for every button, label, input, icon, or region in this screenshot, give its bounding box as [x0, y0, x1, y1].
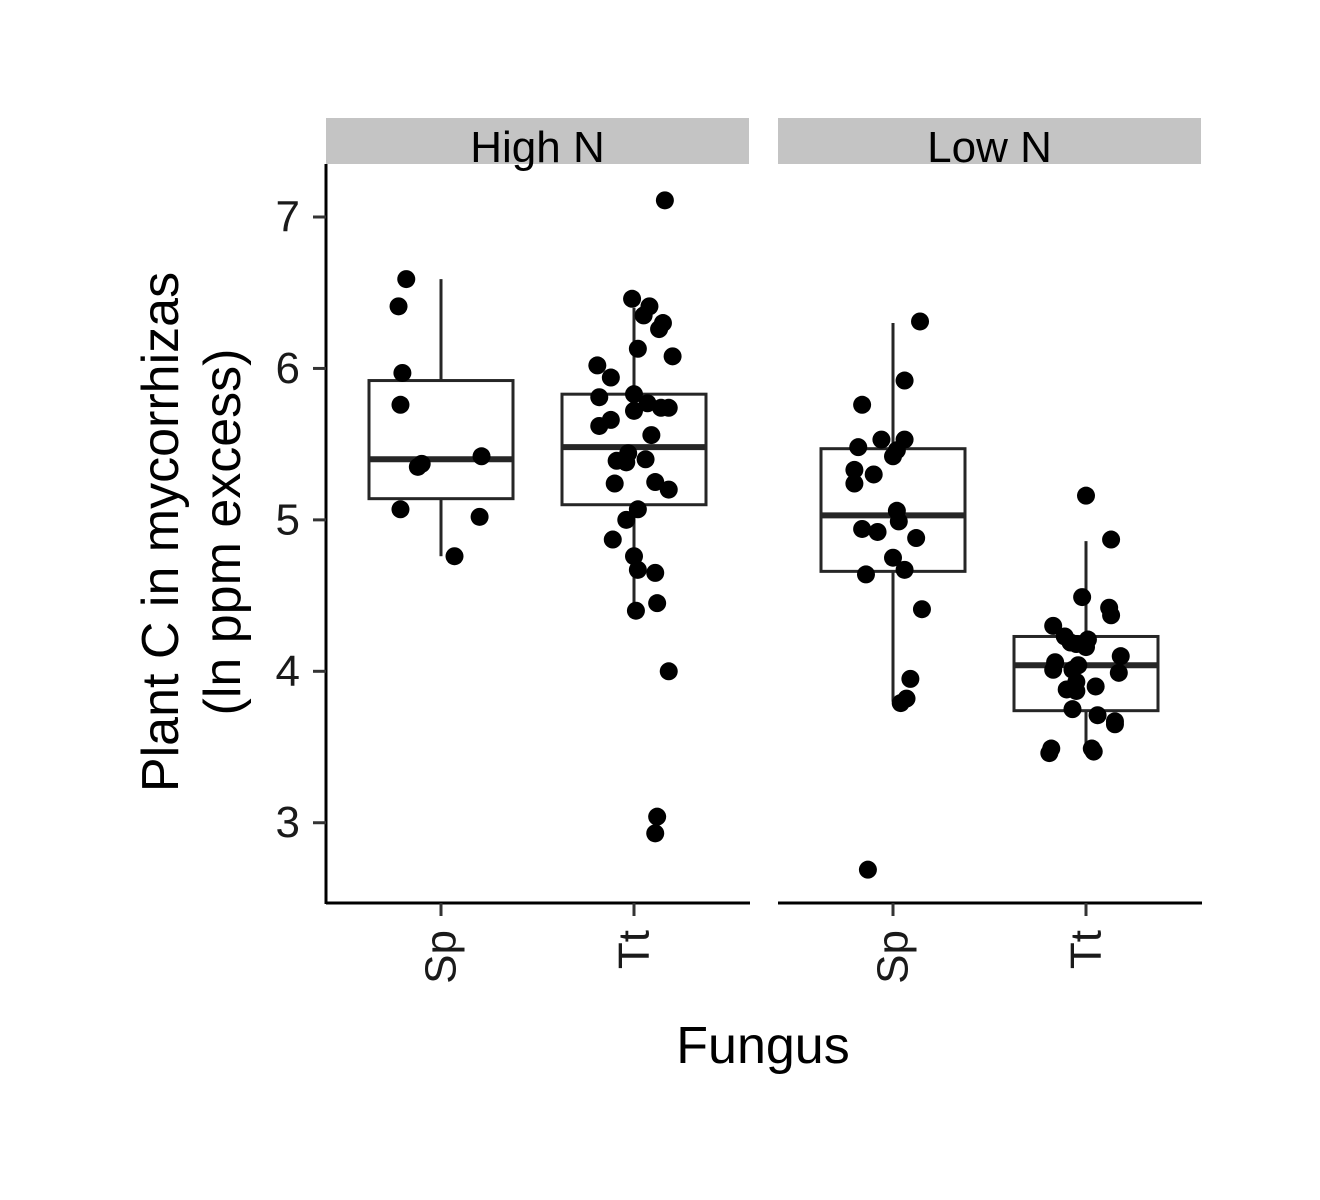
data-point-low-n-sp-4: [872, 430, 891, 449]
data-point-high-n-tt-29: [603, 530, 622, 549]
data-point-high-n-tt-10: [601, 368, 620, 387]
data-point-low-n-sp-2: [895, 371, 914, 390]
data-point-high-n-tt-27: [628, 500, 647, 519]
x-tick-label-low-n-tt: Tt: [1062, 930, 1111, 969]
data-point-high-n-tt-23: [636, 450, 655, 469]
data-point-low-n-sp-6: [849, 438, 868, 457]
x-tick-label-high-n-sp: Sp: [417, 930, 466, 984]
data-point-high-n-sp-8: [391, 500, 410, 519]
facet-panels: High N Sp Tt Low N Sp Tt: [326, 118, 1202, 984]
data-point-high-n-tt-16: [625, 401, 643, 420]
facet-label-high-n: High N: [470, 123, 605, 172]
data-point-high-n-tt-26: [605, 474, 624, 493]
data-point-high-n-tt-35: [659, 662, 678, 681]
data-point-high-n-sp-10: [445, 547, 464, 566]
data-point-low-n-tt-27: [1040, 744, 1059, 763]
data-point-low-n-tt-17: [1109, 663, 1128, 682]
facet-strip-high-n: [326, 118, 749, 164]
data-point-high-n-tt-32: [646, 563, 665, 582]
panel-low-n: Low N Sp Tt: [778, 118, 1202, 984]
data-point-high-n-tt-19: [642, 426, 661, 445]
data-point-high-n-tt-8: [663, 347, 682, 366]
data-point-low-n-tt-6: [1044, 616, 1063, 635]
data-point-high-n-tt-24: [646, 473, 665, 492]
data-point-high-n-sp-9: [470, 507, 489, 526]
data-point-low-n-tt-1: [1077, 486, 1095, 505]
data-point-low-n-sp-3: [853, 395, 872, 414]
facet-strip-low-n: [778, 118, 1201, 164]
data-point-high-n-sp-3: [393, 363, 412, 382]
y-axis-title-line-1: Plant C in mycorrhizas: [132, 272, 190, 792]
data-point-high-n-tt-7: [628, 339, 647, 358]
y-axis-title-line-2: (ln ppm excess): [194, 349, 252, 716]
data-point-high-n-tt-25: [659, 480, 678, 499]
data-point-high-n-tt-9: [588, 356, 607, 375]
x-axis-title: Fungus: [676, 1017, 849, 1075]
data-point-low-n-tt-29: [1084, 742, 1103, 761]
data-point-low-n-tt-5: [1102, 606, 1121, 625]
data-point-high-n-tt-1: [655, 191, 674, 210]
data-point-low-n-tt-25: [1105, 715, 1124, 734]
data-point-low-n-tt-23: [1088, 706, 1107, 725]
data-point-high-n-sp-2: [389, 297, 408, 316]
data-point-low-n-sp-13: [889, 512, 908, 531]
data-point-low-n-tt-2: [1102, 530, 1121, 549]
data-point-high-n-tt-30: [625, 547, 643, 566]
data-point-high-n-tt-15: [659, 398, 678, 417]
data-point-low-n-tt-3: [1073, 588, 1092, 607]
data-point-low-n-sp-19: [856, 565, 875, 584]
data-point-high-n-sp-4: [391, 395, 410, 414]
data-point-high-n-tt-37: [646, 824, 665, 843]
data-point-high-n-tt-31: [628, 560, 647, 579]
data-point-low-n-sp-1: [911, 312, 930, 331]
data-point-low-n-sp-14: [853, 519, 872, 538]
y-tick-label-4: 4: [276, 647, 300, 696]
data-point-high-n-tt-22: [617, 453, 636, 472]
data-point-low-n-tt-12: [1111, 647, 1130, 666]
data-point-high-n-tt-13: [638, 394, 657, 413]
data-point-high-n-tt-36: [648, 807, 667, 826]
y-tick-label-5: 5: [276, 495, 300, 544]
data-point-low-n-sp-24: [858, 860, 877, 879]
data-point-high-n-sp-1: [397, 270, 416, 289]
data-point-low-n-sp-17: [884, 548, 902, 567]
x-tick-label-high-n-tt: Tt: [610, 930, 659, 969]
data-point-high-n-tt-34: [626, 601, 645, 620]
data-point-low-n-sp-18: [895, 560, 914, 579]
y-tick-label-3: 3: [276, 798, 300, 847]
data-point-low-n-tt-21: [1067, 681, 1086, 700]
data-point-low-n-sp-11: [845, 474, 864, 493]
data-point-high-n-sp-6: [408, 457, 427, 476]
data-point-low-n-sp-21: [901, 669, 920, 688]
data-point-low-n-sp-9: [845, 460, 864, 479]
data-point-low-n-tt-22: [1063, 700, 1082, 719]
data-point-low-n-sp-10: [864, 465, 883, 484]
data-point-high-n-tt-4: [634, 306, 653, 325]
data-point-low-n-sp-16: [907, 529, 926, 548]
data-point-low-n-sp-8: [884, 447, 902, 466]
data-point-low-n-sp-20: [912, 600, 931, 619]
data-point-high-n-tt-33: [648, 594, 667, 613]
x-tick-label-low-n-sp: Sp: [869, 930, 918, 984]
y-tick-label-7: 7: [276, 193, 300, 242]
data-point-low-n-tt-19: [1086, 677, 1105, 696]
data-point-high-n-tt-12: [625, 385, 643, 404]
data-point-high-n-tt-18: [590, 416, 609, 435]
data-point-low-n-sp-23: [891, 694, 910, 713]
facet-label-low-n: Low N: [927, 123, 1052, 172]
box-high-n-sp: [367, 379, 515, 501]
data-point-low-n-tt-11: [1067, 635, 1086, 654]
y-tick-label-6: 6: [276, 344, 300, 393]
data-point-high-n-tt-11: [590, 388, 609, 407]
data-point-high-n-tt-2: [623, 289, 642, 308]
data-point-high-n-sp-7: [472, 447, 491, 466]
data-point-low-n-tt-15: [1044, 660, 1063, 679]
y-axis: 3 4 5 6 7: [276, 164, 328, 904]
y-axis-title: Plant C in mycorrhizas (ln ppm excess): [132, 272, 252, 792]
data-point-high-n-tt-28: [617, 510, 636, 529]
panel-high-n: High N Sp Tt: [326, 118, 750, 984]
data-point-low-n-sp-15: [868, 522, 887, 541]
data-point-high-n-tt-6: [650, 320, 669, 339]
